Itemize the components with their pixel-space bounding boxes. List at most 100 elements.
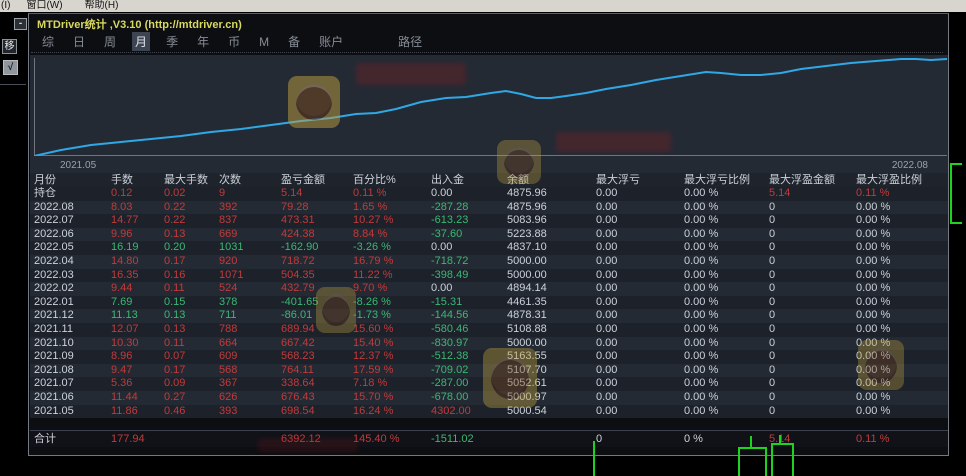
cell: -37.60 <box>431 227 463 240</box>
cell: -162.90 <box>281 241 319 254</box>
cell: 0 % <box>684 433 703 446</box>
cell: 367 <box>219 377 238 390</box>
table-row-2021.05: 2021.05 11.86 0.46 393 698.54 16.24 % 4302.00 5… <box>30 404 948 419</box>
cell: 0.00 % <box>684 295 719 308</box>
table-row-2022.08: 2022.08 8.03 0.22 392 79.28 1.65 % -287.28 4875… <box>30 200 948 215</box>
equity-chart[interactable]: 2021.05 2022.08 <box>30 55 948 173</box>
os-menu-window[interactable]: 窗口(W) <box>26 0 63 11</box>
cell: 0 <box>769 309 776 322</box>
cell: 0.46 <box>164 404 186 417</box>
watermark-globe-icon <box>503 146 535 178</box>
cell: 0.00 % <box>856 241 891 254</box>
cell: -15.31 <box>431 295 463 308</box>
cell: 0.00 % <box>684 309 719 322</box>
cell: 0 <box>769 322 776 335</box>
watermark-logo <box>858 340 904 390</box>
cell: 0 <box>769 268 776 281</box>
table-row-2022.02: 2022.02 9.44 0.11 524 432.79 9.70 % 0.00 4894.1… <box>30 282 948 296</box>
cell: -613.23 <box>431 214 469 227</box>
cell: -287.00 <box>431 377 469 390</box>
table-row-2022.01: 2022.01 7.69 0.15 378 -401.65 -8.26 % -15.31 44… <box>30 295 948 310</box>
toolbar-item-5[interactable]: 年 <box>197 35 210 49</box>
toolbar-item-7[interactable]: M <box>259 34 270 49</box>
cell: 0.00 % <box>684 254 719 267</box>
cell: 0 <box>769 377 776 390</box>
cell: 12.37 % <box>353 350 394 363</box>
cell: 0.02 <box>164 187 186 199</box>
cell: 8.03 <box>111 200 133 213</box>
cell: 0.00 <box>596 241 618 254</box>
cell: 0 <box>769 227 776 240</box>
cell: 8.96 <box>111 350 133 363</box>
table-row-total: 合计 177.94 6392.12 145.40 % -1511.02 0 0 % 5.14 0… <box>30 430 948 448</box>
cell: 17.59 % <box>353 363 394 376</box>
toolbar-item-9[interactable]: 账户 <box>319 35 344 49</box>
cell: 9.44 <box>111 282 133 295</box>
cell: -398.49 <box>431 268 469 281</box>
cell <box>164 431 219 447</box>
cell: -580.46 <box>431 322 469 335</box>
cell: 1031 <box>219 241 244 254</box>
toolbar-item-2[interactable]: 周 <box>104 35 117 49</box>
cell: 9.47 <box>111 363 133 376</box>
cell: 2021.10 <box>34 336 74 349</box>
cell: 4837.10 <box>507 241 547 254</box>
cell: 0.00 % <box>856 404 891 417</box>
cell: 5223.88 <box>507 227 547 240</box>
panel-move-button[interactable]: 移 <box>2 39 17 54</box>
cell: 0.00 % <box>856 200 891 213</box>
toolbar-item-1[interactable]: 日 <box>73 35 86 49</box>
cell: 0.00 <box>596 268 618 281</box>
cell: -1.73 % <box>353 309 391 322</box>
panel-minimize-button[interactable]: - <box>14 18 27 30</box>
cell: -3.26 % <box>353 241 391 254</box>
toolbar-item-8[interactable]: 备 <box>288 35 301 49</box>
cell: 718.72 <box>281 254 315 267</box>
cell: 2022.01 <box>34 295 74 308</box>
cell: 0.00 % <box>856 254 891 267</box>
cell: 4461.35 <box>507 295 547 308</box>
cell: 0.15 <box>164 295 186 308</box>
toolbar-item-6[interactable]: 币 <box>228 35 241 49</box>
cell: 0.00 <box>596 254 618 267</box>
cell: 0.00 <box>596 295 618 308</box>
cell: -718.72 <box>431 254 469 267</box>
watermark-text-blur <box>556 132 671 152</box>
column-header: 百分比% <box>353 174 396 186</box>
cell: 0.00 <box>596 350 618 363</box>
toolbar-item-10[interactable]: 路径 <box>398 35 423 49</box>
cell: 0.00 % <box>684 268 719 281</box>
cell: 10.30 <box>111 336 139 349</box>
panel-confirm-button[interactable]: √ <box>3 60 18 75</box>
cell: 0.00 % <box>856 282 891 295</box>
cell: 2022.05 <box>34 241 74 254</box>
cell: 0.22 <box>164 214 186 227</box>
cell: 432.79 <box>281 282 315 295</box>
cell: 0.00 <box>596 390 618 403</box>
toolbar-item-4[interactable]: 季 <box>166 35 179 49</box>
cell: 12.07 <box>111 322 139 335</box>
table-row-2021.09: 2021.09 8.96 0.07 609 568.23 12.37 % -512.38 51… <box>30 350 948 364</box>
cell: 5107.70 <box>507 364 596 378</box>
cell: 9.96 <box>111 227 133 240</box>
cell: 568 <box>219 363 238 376</box>
toolbar-item-0[interactable]: 综 <box>42 35 55 49</box>
os-menubar: (I) 窗口(W) 帮助(H) <box>0 0 966 12</box>
cell: 1071 <box>219 268 244 281</box>
os-menu-help[interactable]: 帮助(H) <box>84 0 119 11</box>
cell: 持仓 <box>34 187 56 199</box>
cell: 0.00 <box>596 404 618 417</box>
cell: 0 <box>769 350 776 363</box>
toolbar-item-3[interactable]: 月 <box>132 32 151 51</box>
watermark-logo <box>316 287 356 333</box>
cell: 0.00 % <box>856 322 891 335</box>
cell: 7.18 % <box>353 377 388 390</box>
cell: 0 <box>769 200 776 213</box>
toolbar-divider <box>31 52 943 53</box>
cell: 2022.08 <box>34 200 74 213</box>
cell: 0 <box>769 363 776 376</box>
cell: 0.00 % <box>856 390 891 403</box>
cell: 5.14 <box>769 187 791 199</box>
cell: 0.00 <box>431 241 453 254</box>
cell: 0.00 % <box>856 350 946 364</box>
